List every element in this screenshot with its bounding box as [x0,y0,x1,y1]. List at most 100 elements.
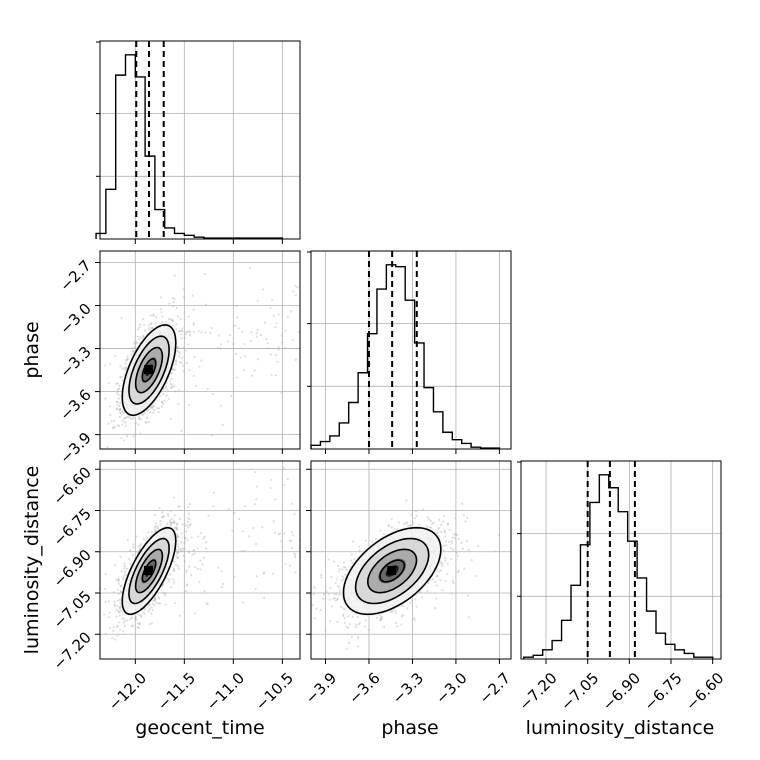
sample-point [164,385,168,388]
sample-point [455,551,459,555]
sample-point [133,341,136,344]
sample-point [429,519,432,523]
sample-point [150,530,153,534]
sample-point [460,502,464,505]
sample-point [205,547,208,550]
sample-point [228,333,231,337]
sample-point [172,301,175,304]
sample-point [468,616,471,619]
sample-point [447,522,450,525]
sample-point [446,523,449,526]
sample-point [177,355,181,358]
sample-point [139,418,142,421]
sample-point [207,514,210,517]
sample-point [170,383,173,387]
x-tick-label: −6.75 [641,669,686,714]
sample-point [303,540,305,542]
sample-point [339,605,343,609]
sample-point [173,496,176,499]
sample-point [181,523,184,526]
sample-point [177,548,180,551]
sample-point [171,320,174,323]
y-axis-label-luminosity_distance: luminosity_distance [21,466,43,655]
sample-point [123,439,126,442]
sample-point [179,547,182,550]
sample-point [198,580,201,583]
sample-point [150,612,153,615]
sample-point [163,399,166,402]
sample-point [113,603,116,606]
sample-point [451,548,455,551]
sample-point [244,354,247,358]
sample-point [145,416,149,419]
sample-point [124,366,127,369]
sample-point [438,518,441,521]
sample-point [120,569,123,573]
sample-point [117,582,120,585]
sample-point [137,626,140,629]
sample-point [347,615,350,618]
panel-2d-phase-luminosity_distance [310,460,512,660]
sample-point [302,551,304,553]
sample-point [104,601,107,604]
sample-point [192,548,196,552]
sample-point [440,564,444,567]
sample-point [132,349,135,353]
sample-point [176,552,179,555]
sample-point [194,385,197,388]
sample-point [250,339,253,342]
sample-point [274,326,277,329]
sample-point [349,559,353,562]
sample-point [400,614,404,618]
sample-point [173,601,177,605]
sample-point [152,314,155,317]
sample-point [119,607,122,610]
sample-point [380,618,383,621]
sample-point [444,540,447,543]
sample-point [112,626,116,629]
sample-point [112,629,115,632]
sample-point [161,516,164,519]
sample-point [264,321,267,324]
sample-point [294,553,297,557]
sample-point [426,590,429,593]
sample-point [233,511,236,514]
sample-point [439,569,443,572]
sample-point [169,523,172,526]
sample-point [276,360,279,363]
sample-point [199,559,202,562]
sample-point [163,593,167,596]
sample-point [434,606,437,610]
sample-point [132,543,135,546]
sample-point [150,322,153,325]
histogram-geocent_time [95,54,284,239]
sample-point [169,379,172,383]
sample-point [322,593,326,596]
sample-point [173,368,176,371]
sample-point [334,599,337,602]
sample-point [293,513,296,516]
sample-point [172,567,175,570]
sample-point [196,535,200,538]
sample-point [112,427,115,430]
sample-point [262,571,266,574]
sample-point [121,617,124,620]
sample-point [257,358,260,361]
sample-point [415,605,418,608]
sample-point [152,409,156,412]
sample-point [135,340,138,344]
sample-point [132,417,135,420]
sample-point [178,504,181,507]
sample-point [138,323,142,326]
sample-point [465,540,468,543]
sample-point [117,578,120,581]
sample-point [169,573,172,576]
sample-point [338,589,341,592]
sample-point [126,619,129,622]
sample-point [151,609,154,612]
sample-point [342,607,345,610]
sample-point [106,445,109,449]
x-tick-label: −2.7 [476,669,514,707]
sample-point [430,522,434,525]
sample-point [254,471,257,474]
